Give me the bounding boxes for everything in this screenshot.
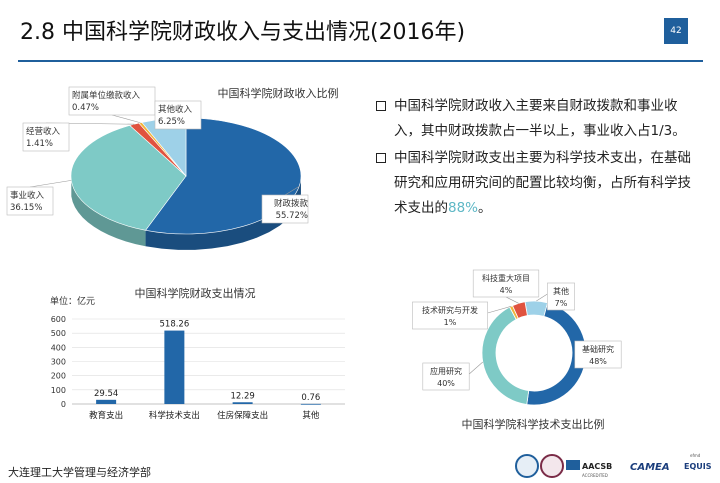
- bar-bars: [96, 330, 321, 405]
- scitech-donut-slices: [481, 300, 587, 406]
- bar: [96, 399, 117, 404]
- bar-category-label: 科学技术支出: [149, 410, 200, 421]
- bar-category-label: 其他: [302, 410, 320, 421]
- bar: [164, 330, 185, 404]
- checkbox-icon: [376, 153, 386, 163]
- bar-y-tick-label: 200: [51, 372, 66, 381]
- income-leader-line: [284, 186, 300, 196]
- bar: [300, 403, 321, 405]
- bar-y-tick-label: 400: [51, 343, 66, 352]
- aacsb-mark-icon: [566, 460, 580, 470]
- income-slice-label: 其他收入: [158, 104, 193, 115]
- donut-slice: [481, 306, 530, 405]
- donut-slice-value: 48%: [589, 357, 607, 366]
- donut-slice-value: 1%: [444, 318, 457, 327]
- accreditation-logos: AACSB ACCREDITED CAMEA efmd EQUIS: [515, 453, 712, 478]
- donut-leader-line: [469, 361, 483, 375]
- bar-y-tick-label: 0: [61, 400, 66, 409]
- income-slice-label: 附属单位缴款收入: [72, 90, 141, 101]
- university-seal-icon: [515, 454, 539, 478]
- income-label-box: [22, 122, 70, 152]
- bar-category-label: 住房保障支出: [217, 410, 268, 421]
- bar-y-tick-label: 500: [51, 329, 66, 338]
- income-pie-slices: [70, 117, 302, 250]
- income-slice-value: 0.47%: [72, 103, 99, 113]
- school-seal-icon: [540, 454, 564, 478]
- scitech-donut-chart: 基础研究 48% 应用研究 40% 技术研究与开发 1% 科技重大项目 4% 其他 7% 中国科学…: [412, 269, 622, 431]
- bar-value-label: 0.76: [301, 393, 320, 403]
- income-pie-labels: 财政拨款 55.72% 事业收入 36.15% 经营收入 1.41% 附属单位缴款收入 0.4…: [6, 86, 309, 224]
- bar-chart-unit: 单位：亿元: [50, 295, 95, 307]
- donut-slice: [511, 301, 528, 319]
- donut-slice-label: 技术研究与开发: [422, 305, 478, 315]
- checkbox-icon: [376, 101, 386, 111]
- donut-slice-label: 基础研究: [582, 344, 614, 354]
- income-slice-label: 事业收入: [10, 190, 45, 201]
- bar-value-labels: 29.54 518.26 12.29 0.76: [94, 320, 320, 403]
- donut-slice-label: 其他: [553, 286, 569, 296]
- bar-category-label: 教育支出: [89, 410, 123, 421]
- donut-label-box: [412, 301, 488, 330]
- donut-slice-value: 40%: [437, 379, 455, 388]
- bar-y-ticks: 0 100 200 300 400 500 600: [51, 315, 66, 409]
- bullet-text: 中国科学院财政收入主要来自财政拨款和事业收入，其中财政拨款占一半以上，事业收入占…: [394, 98, 686, 139]
- bar-chart-title: 中国科学院财政支出情况: [135, 286, 256, 300]
- income-slice-value: 55.72%: [276, 211, 308, 221]
- income-slice-label: 财政拨款: [274, 198, 309, 209]
- donut-leader-line: [536, 293, 548, 302]
- income-chart-title: 中国科学院财政收入比例: [218, 86, 339, 100]
- expenditure-bar-chart: 中国科学院财政支出情况 单位：亿元 0 100 200 300 400 500 600 29…: [50, 286, 345, 421]
- donut-leader-line: [505, 296, 519, 304]
- income-slice-value: 36.15%: [10, 203, 42, 213]
- donut-slice-value: 7%: [555, 299, 568, 308]
- income-leader-line: [111, 114, 141, 124]
- income-slice-label: 经营收入: [26, 126, 61, 137]
- bar-value-label: 29.54: [94, 389, 118, 399]
- highlight-text: 88%: [448, 200, 479, 216]
- accredited-logo-text: ACCREDITED: [582, 473, 608, 478]
- camea-logo-text: CAMEA: [630, 462, 670, 473]
- donut-slice-label: 科技重大项目: [482, 273, 530, 283]
- bar-grid: [72, 318, 345, 405]
- aacsb-logo-text: AACSB: [582, 462, 612, 471]
- income-pie-slice-side: [145, 177, 301, 250]
- footer-institution: 大连理工大学管理与经济学部: [8, 466, 151, 479]
- income-label-box: [154, 100, 202, 130]
- donut-label-box: [472, 269, 540, 298]
- income-slice-value: 6.25%: [158, 117, 185, 127]
- income-label-box: [6, 186, 54, 216]
- bullet-text: 中国科学院财政支出主要为科学技术支出，在基础研究和应用研究间的配置比较均衡，占所…: [394, 150, 691, 216]
- income-label-box: [261, 194, 309, 224]
- donut-chart-title: 中国科学院科学技术支出比例: [462, 417, 605, 431]
- page-title: 2.8 中国科学院财政收入与支出情况(2016年): [20, 20, 466, 45]
- bar-y-tick-label: 100: [51, 386, 66, 395]
- scitech-donut-labels: 基础研究 48% 应用研究 40% 技术研究与开发 1% 科技重大项目 4% 其他 7%: [412, 269, 622, 391]
- donut-slice-label: 应用研究: [430, 366, 462, 376]
- income-slice-value: 1.41%: [26, 139, 53, 149]
- income-leader-line: [29, 180, 72, 188]
- donut-slice-value: 4%: [500, 286, 513, 295]
- efmd-logo-text: efmd: [690, 453, 701, 458]
- income-label-box: [68, 86, 156, 116]
- income-pie-slice: [70, 125, 187, 231]
- bullet-list: 中国科学院财政收入主要来自财政拨款和事业收入，其中财政拨款占一半以上，事业收入占…: [376, 94, 696, 223]
- donut-label-box: [574, 340, 622, 369]
- bar-value-label: 518.26: [160, 320, 190, 330]
- donut-leader-line: [487, 306, 512, 314]
- donut-label-box: [422, 362, 470, 391]
- income-pie-slice-side: [71, 180, 146, 247]
- bar-y-tick-label: 300: [51, 358, 66, 367]
- title-divider: [18, 60, 703, 62]
- bar-category-labels: 教育支出 科学技术支出 住房保障支出 其他: [89, 410, 320, 421]
- income-pie-chart: 中国科学院财政收入比例 财政拨款 55.72% 事业收入 36.15% 经营收入 1.41…: [6, 86, 339, 250]
- equis-logo-text: EQUIS: [684, 462, 712, 471]
- bullet-item: 中国科学院财政收入主要来自财政拨款和事业收入，其中财政拨款占一半以上，事业收入占…: [376, 94, 696, 144]
- bullet-item: 中国科学院财政支出主要为科学技术支出，在基础研究和应用研究间的配置比较均衡，占所…: [376, 146, 696, 221]
- bar: [232, 402, 253, 404]
- bar-value-label: 12.29: [230, 391, 254, 401]
- page-number-badge: 42: [664, 18, 688, 44]
- bar-y-tick-label: 600: [51, 315, 66, 324]
- donut-label-box: [547, 282, 575, 311]
